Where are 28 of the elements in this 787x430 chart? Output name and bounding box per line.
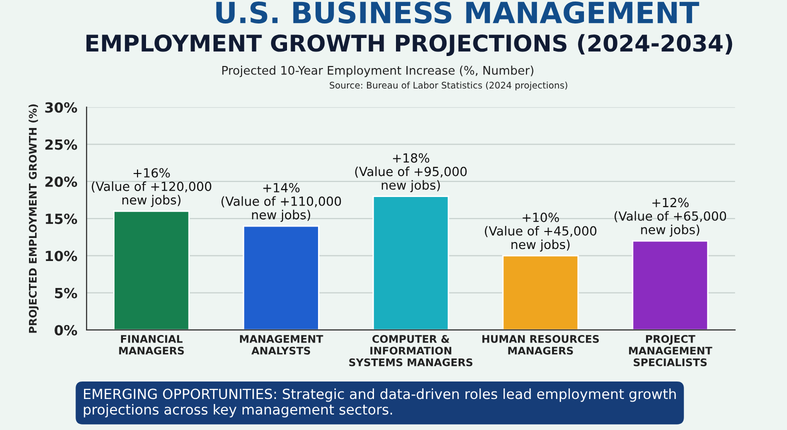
bar	[242, 225, 320, 330]
source-note: Source: Bureau of Labor Statistics (2024 projections)	[330, 82, 568, 90]
data-label: +10% (Value of +45,000 new jobs)	[484, 212, 596, 252]
chart-subtitle: EMPLOYMENT GROWTH PROJECTIONS (2024-2034)	[86, 34, 732, 56]
bar	[502, 255, 579, 330]
y-axis-title: PROJECTED EMPLOYMENT GROWTH (%)	[28, 104, 39, 333]
text: Projected 10-Year Employment Increase (%, Number)	[222, 66, 534, 78]
data-label: +18% (Value of +95,000 new jobs)	[355, 153, 467, 192]
y-tick-label: 10%	[46, 250, 78, 262]
y-tick-label: 20%	[45, 176, 78, 187]
data-label: +12% (Value of +65,000 new jobs)	[614, 198, 726, 237]
chart-title: U.S. BUSINESS MANAGEMENT	[216, 1, 700, 24]
data-label: +16% (Value of +120,000 new jobs)	[92, 168, 212, 208]
x-tick-label: MANAGEMENT ANALYSTS	[240, 335, 324, 355]
y-tick-label: 30%	[45, 102, 78, 113]
y-tick-label: 15%	[46, 214, 78, 224]
bar	[372, 196, 450, 330]
data-label: +14% (Value of +110,000 new jobs)	[222, 182, 341, 222]
x-tick-label: HUMAN RESOURCES MANAGERS	[482, 335, 599, 355]
bar	[632, 240, 709, 330]
x-tick-label: FINANCIAL MANAGERS	[119, 335, 184, 355]
text: EMERGING OPPORTUNITIES: Strategic and data-driven roles lead employment growth projections across key management sectors.	[84, 388, 676, 418]
y-tick-label: 0%	[54, 324, 78, 336]
x-tick-label: PROJECT MANAGEMENT SPECIALISTS	[629, 335, 712, 366]
x-tick-label: COMPUTER & INFORMATION SYSTEMS MANAGERS	[349, 335, 472, 366]
y-tick-label: 5%	[55, 288, 78, 298]
y-tick-label: 25%	[45, 139, 78, 150]
bar	[113, 210, 190, 330]
